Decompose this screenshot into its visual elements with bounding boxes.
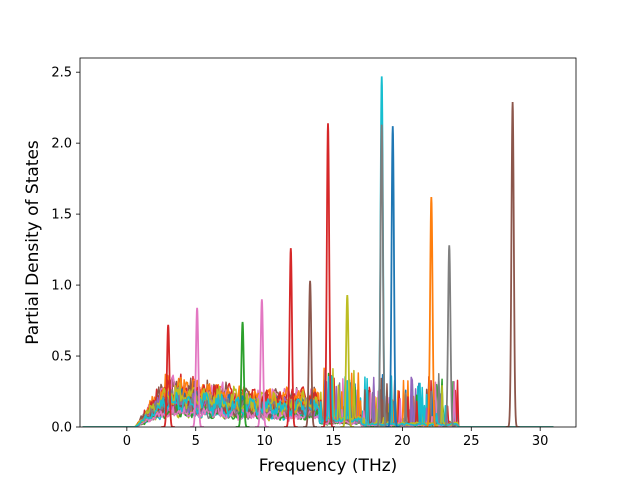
y-tick-label: 0.5 bbox=[51, 350, 72, 365]
x-tick-label: 0 bbox=[123, 434, 131, 449]
y-tick-label: 1.5 bbox=[51, 208, 72, 223]
x-axis-label: Frequency (THz) bbox=[259, 456, 398, 476]
x-tick-label: 5 bbox=[192, 434, 200, 449]
pdos-series-line bbox=[82, 375, 554, 427]
pdos-peak bbox=[385, 126, 400, 427]
y-axis-label: Partial Density of States bbox=[23, 140, 43, 345]
y-tick-label: 2.0 bbox=[51, 137, 72, 152]
ticks-layer: 0 5 10 15 20 25 30 0.0 0.5 1.0 1.5 2.0 2.5 bbox=[51, 66, 548, 449]
plot-frame bbox=[79, 57, 577, 428]
y-tick-label: 2.5 bbox=[51, 66, 72, 81]
x-tick-label: 20 bbox=[394, 434, 411, 449]
x-tick-label: 30 bbox=[532, 434, 549, 449]
x-tick-label: 10 bbox=[256, 434, 273, 449]
series-layer bbox=[82, 76, 554, 427]
pdos-series-line bbox=[82, 372, 554, 427]
y-tick-label: 1.0 bbox=[51, 279, 72, 294]
pdos-peak bbox=[505, 101, 520, 427]
y-tick-label: 0.0 bbox=[51, 421, 72, 436]
x-tick-label: 25 bbox=[463, 434, 480, 449]
pdos-series-line bbox=[82, 375, 554, 427]
x-tick-label: 15 bbox=[325, 434, 342, 449]
